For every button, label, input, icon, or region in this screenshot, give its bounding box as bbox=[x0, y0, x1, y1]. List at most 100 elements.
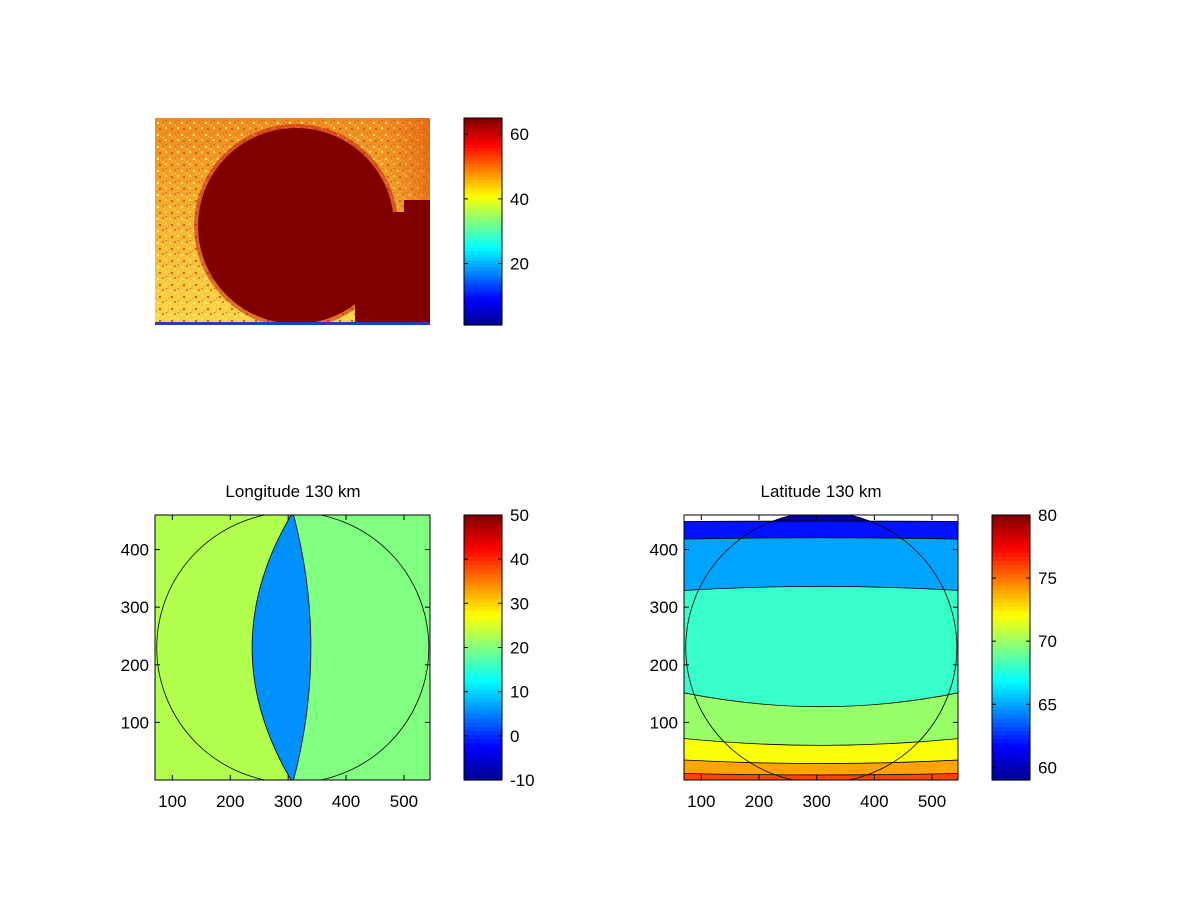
colorbar-swatch bbox=[464, 257, 502, 261]
colorbar-swatch bbox=[464, 198, 502, 203]
colorbar-swatch bbox=[992, 618, 1030, 624]
colorbar-swatch bbox=[992, 693, 1030, 698]
colorbar-swatch bbox=[992, 614, 1030, 620]
colorbar-swatch bbox=[464, 192, 502, 197]
x-tick-label: 200 bbox=[216, 792, 244, 811]
colorbar-swatch bbox=[464, 614, 502, 620]
colorbar-tick-label: 60 bbox=[1038, 758, 1057, 777]
colorbar-swatch bbox=[464, 771, 502, 777]
colorbar-swatch bbox=[464, 639, 502, 644]
planet-disk bbox=[198, 128, 394, 324]
colorbar-swatch bbox=[464, 709, 502, 715]
colorbar-tick-label: -10 bbox=[510, 771, 535, 790]
y-tick-label: 200 bbox=[121, 656, 149, 675]
colorbar-swatch bbox=[992, 697, 1030, 702]
colorbar-swatch bbox=[464, 668, 502, 673]
colorbar-tick-label: 65 bbox=[1038, 695, 1057, 714]
colorbar-swatch bbox=[992, 539, 1030, 545]
colorbar-swatch bbox=[992, 668, 1030, 673]
colorbar-swatch bbox=[464, 572, 502, 578]
colorbar-swatch bbox=[464, 622, 502, 628]
contour-band bbox=[681, 783, 962, 788]
contour-layer bbox=[681, 515, 962, 788]
colorbar-swatch bbox=[464, 244, 502, 248]
colorbar-swatch bbox=[464, 172, 502, 177]
colorbar-swatch bbox=[464, 273, 502, 278]
colorbar-swatch bbox=[464, 775, 502, 781]
colorbar-swatch bbox=[464, 676, 502, 682]
colorbar-swatch bbox=[464, 312, 502, 316]
colorbar-swatch bbox=[464, 531, 502, 537]
colorbar-swatch bbox=[992, 552, 1030, 558]
colorbar-swatch bbox=[464, 127, 502, 132]
colorbar-swatch bbox=[992, 751, 1030, 756]
colorbar-swatch bbox=[992, 581, 1030, 586]
colorbar-swatch bbox=[992, 568, 1030, 574]
colorbar-swatch bbox=[992, 622, 1030, 628]
colorbar-tick-label: 20 bbox=[510, 639, 529, 658]
colorbar-swatch bbox=[992, 593, 1030, 599]
x-tick-label: 500 bbox=[918, 792, 946, 811]
colorbar-swatch bbox=[464, 221, 502, 226]
colorbar-swatch bbox=[464, 742, 502, 748]
colorbar-tick-label: 60 bbox=[510, 125, 529, 144]
colorbar-latitude: 60 65 70 75 80 bbox=[991, 506, 1057, 781]
colorbar-swatch bbox=[464, 655, 502, 661]
x-tick-label: 100 bbox=[687, 792, 715, 811]
x-tick-label: 300 bbox=[802, 792, 830, 811]
colorbar-swatch bbox=[464, 556, 502, 562]
x-tick-label: 400 bbox=[332, 792, 360, 811]
y-tick-label: 400 bbox=[650, 541, 678, 560]
colorbar-swatch bbox=[464, 315, 502, 320]
colorbar-swatch bbox=[992, 775, 1030, 781]
colorbar-tick-label: 20 bbox=[510, 255, 529, 274]
y-tick-label: 200 bbox=[650, 656, 678, 675]
colorbar-tick-label: 30 bbox=[510, 594, 529, 613]
colorbar-swatch bbox=[992, 701, 1030, 707]
colorbar-swatch bbox=[992, 585, 1030, 591]
colorbar-swatch bbox=[464, 270, 502, 274]
y-tick-label: 300 bbox=[650, 598, 678, 617]
colorbar-swatch bbox=[464, 305, 502, 310]
colorbar-swatch bbox=[992, 664, 1030, 669]
colorbar-swatch bbox=[992, 742, 1030, 748]
x-tick-label: 200 bbox=[745, 792, 773, 811]
colorbar-tick-label: 0 bbox=[510, 727, 519, 746]
colorbar-swatch bbox=[464, 234, 502, 239]
colorbar-swatch bbox=[464, 150, 502, 155]
y-tick-label: 100 bbox=[121, 713, 149, 732]
disk-outline bbox=[156, 515, 430, 780]
colorbar-tick-label: 40 bbox=[510, 550, 529, 569]
disk-outline bbox=[685, 515, 958, 780]
x-tick-label: 400 bbox=[860, 792, 888, 811]
disk-extension-top bbox=[404, 200, 430, 220]
colorbar-swatch bbox=[464, 260, 502, 265]
colorbar-swatch bbox=[464, 231, 502, 236]
colorbar-tick-label: 75 bbox=[1038, 569, 1057, 588]
y-tick-label: 400 bbox=[121, 541, 149, 560]
colorbar-swatch bbox=[464, 734, 502, 740]
colorbar-swatch bbox=[464, 746, 502, 752]
colorbar-frame bbox=[463, 117, 503, 326]
colorbar-swatch bbox=[464, 659, 502, 665]
colorbar-swatch bbox=[992, 560, 1030, 566]
colorbar-longitude: -10 0 10 20 30 40 50 bbox=[463, 506, 535, 790]
colorbar-swatch bbox=[464, 664, 502, 669]
colorbar-swatch bbox=[464, 240, 502, 245]
colorbar-swatch bbox=[464, 543, 502, 549]
colorbar-swatch bbox=[992, 519, 1030, 524]
colorbar-swatch bbox=[992, 771, 1030, 777]
colorbar-swatch bbox=[464, 179, 502, 184]
colorbar-swatch bbox=[992, 655, 1030, 661]
colorbar-swatch bbox=[464, 118, 502, 122]
colorbar-swatch bbox=[992, 527, 1030, 533]
colorbar-swatch bbox=[992, 738, 1030, 744]
colorbar-swatch bbox=[464, 581, 502, 586]
colorbar-swatch bbox=[464, 224, 502, 229]
colorbar-swatch bbox=[464, 289, 502, 294]
colorbar-swatch bbox=[464, 680, 502, 686]
colorbar-swatch bbox=[464, 137, 502, 142]
x-tick-label: 300 bbox=[274, 792, 302, 811]
colorbar-swatch bbox=[464, 552, 502, 558]
colorbar-swatch bbox=[464, 250, 502, 255]
